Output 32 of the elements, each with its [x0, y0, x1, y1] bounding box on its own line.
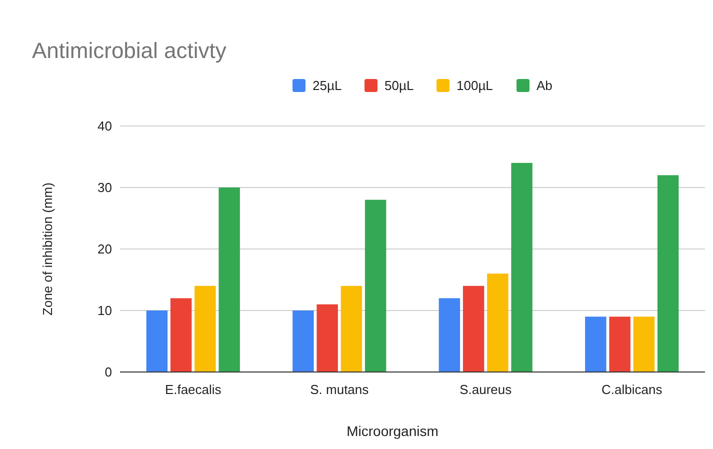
legend-label: 100µL: [456, 78, 493, 93]
bar: [609, 316, 630, 372]
y-tick-label: 10: [98, 303, 112, 318]
chart-title: Antimicrobial activty: [32, 38, 226, 63]
legend-label: 25µL: [312, 78, 342, 93]
bar: [657, 175, 679, 372]
bar: [170, 298, 192, 372]
y-tick-label: 0: [104, 364, 112, 380]
y-axis-title: Zone of inhibition (mm): [40, 182, 55, 316]
bar: [511, 162, 532, 372]
bar: [364, 200, 386, 372]
x-tick-label: S.aureus: [460, 382, 512, 397]
legend-label: Ab: [536, 78, 552, 93]
bar: [292, 310, 314, 372]
bar: [438, 298, 460, 372]
x-axis-title: Microorganism: [346, 423, 438, 439]
bar: [633, 316, 655, 372]
bar: [340, 286, 362, 372]
y-tick-label: 20: [98, 242, 112, 257]
x-tick-label: C.albicans: [602, 382, 663, 397]
bar: [194, 286, 216, 372]
bar: [218, 188, 240, 372]
bar: [585, 316, 606, 372]
x-tick-label: S. mutans: [310, 382, 370, 397]
bar: [316, 304, 338, 372]
bar: [487, 274, 508, 372]
y-tick-label: 40: [98, 118, 112, 134]
legend-label: 50µL: [384, 78, 414, 93]
x-tick-label: E.faecalis: [164, 382, 222, 397]
y-tick-label: 30: [98, 180, 112, 196]
bar: [462, 286, 484, 372]
bar: [146, 310, 168, 372]
